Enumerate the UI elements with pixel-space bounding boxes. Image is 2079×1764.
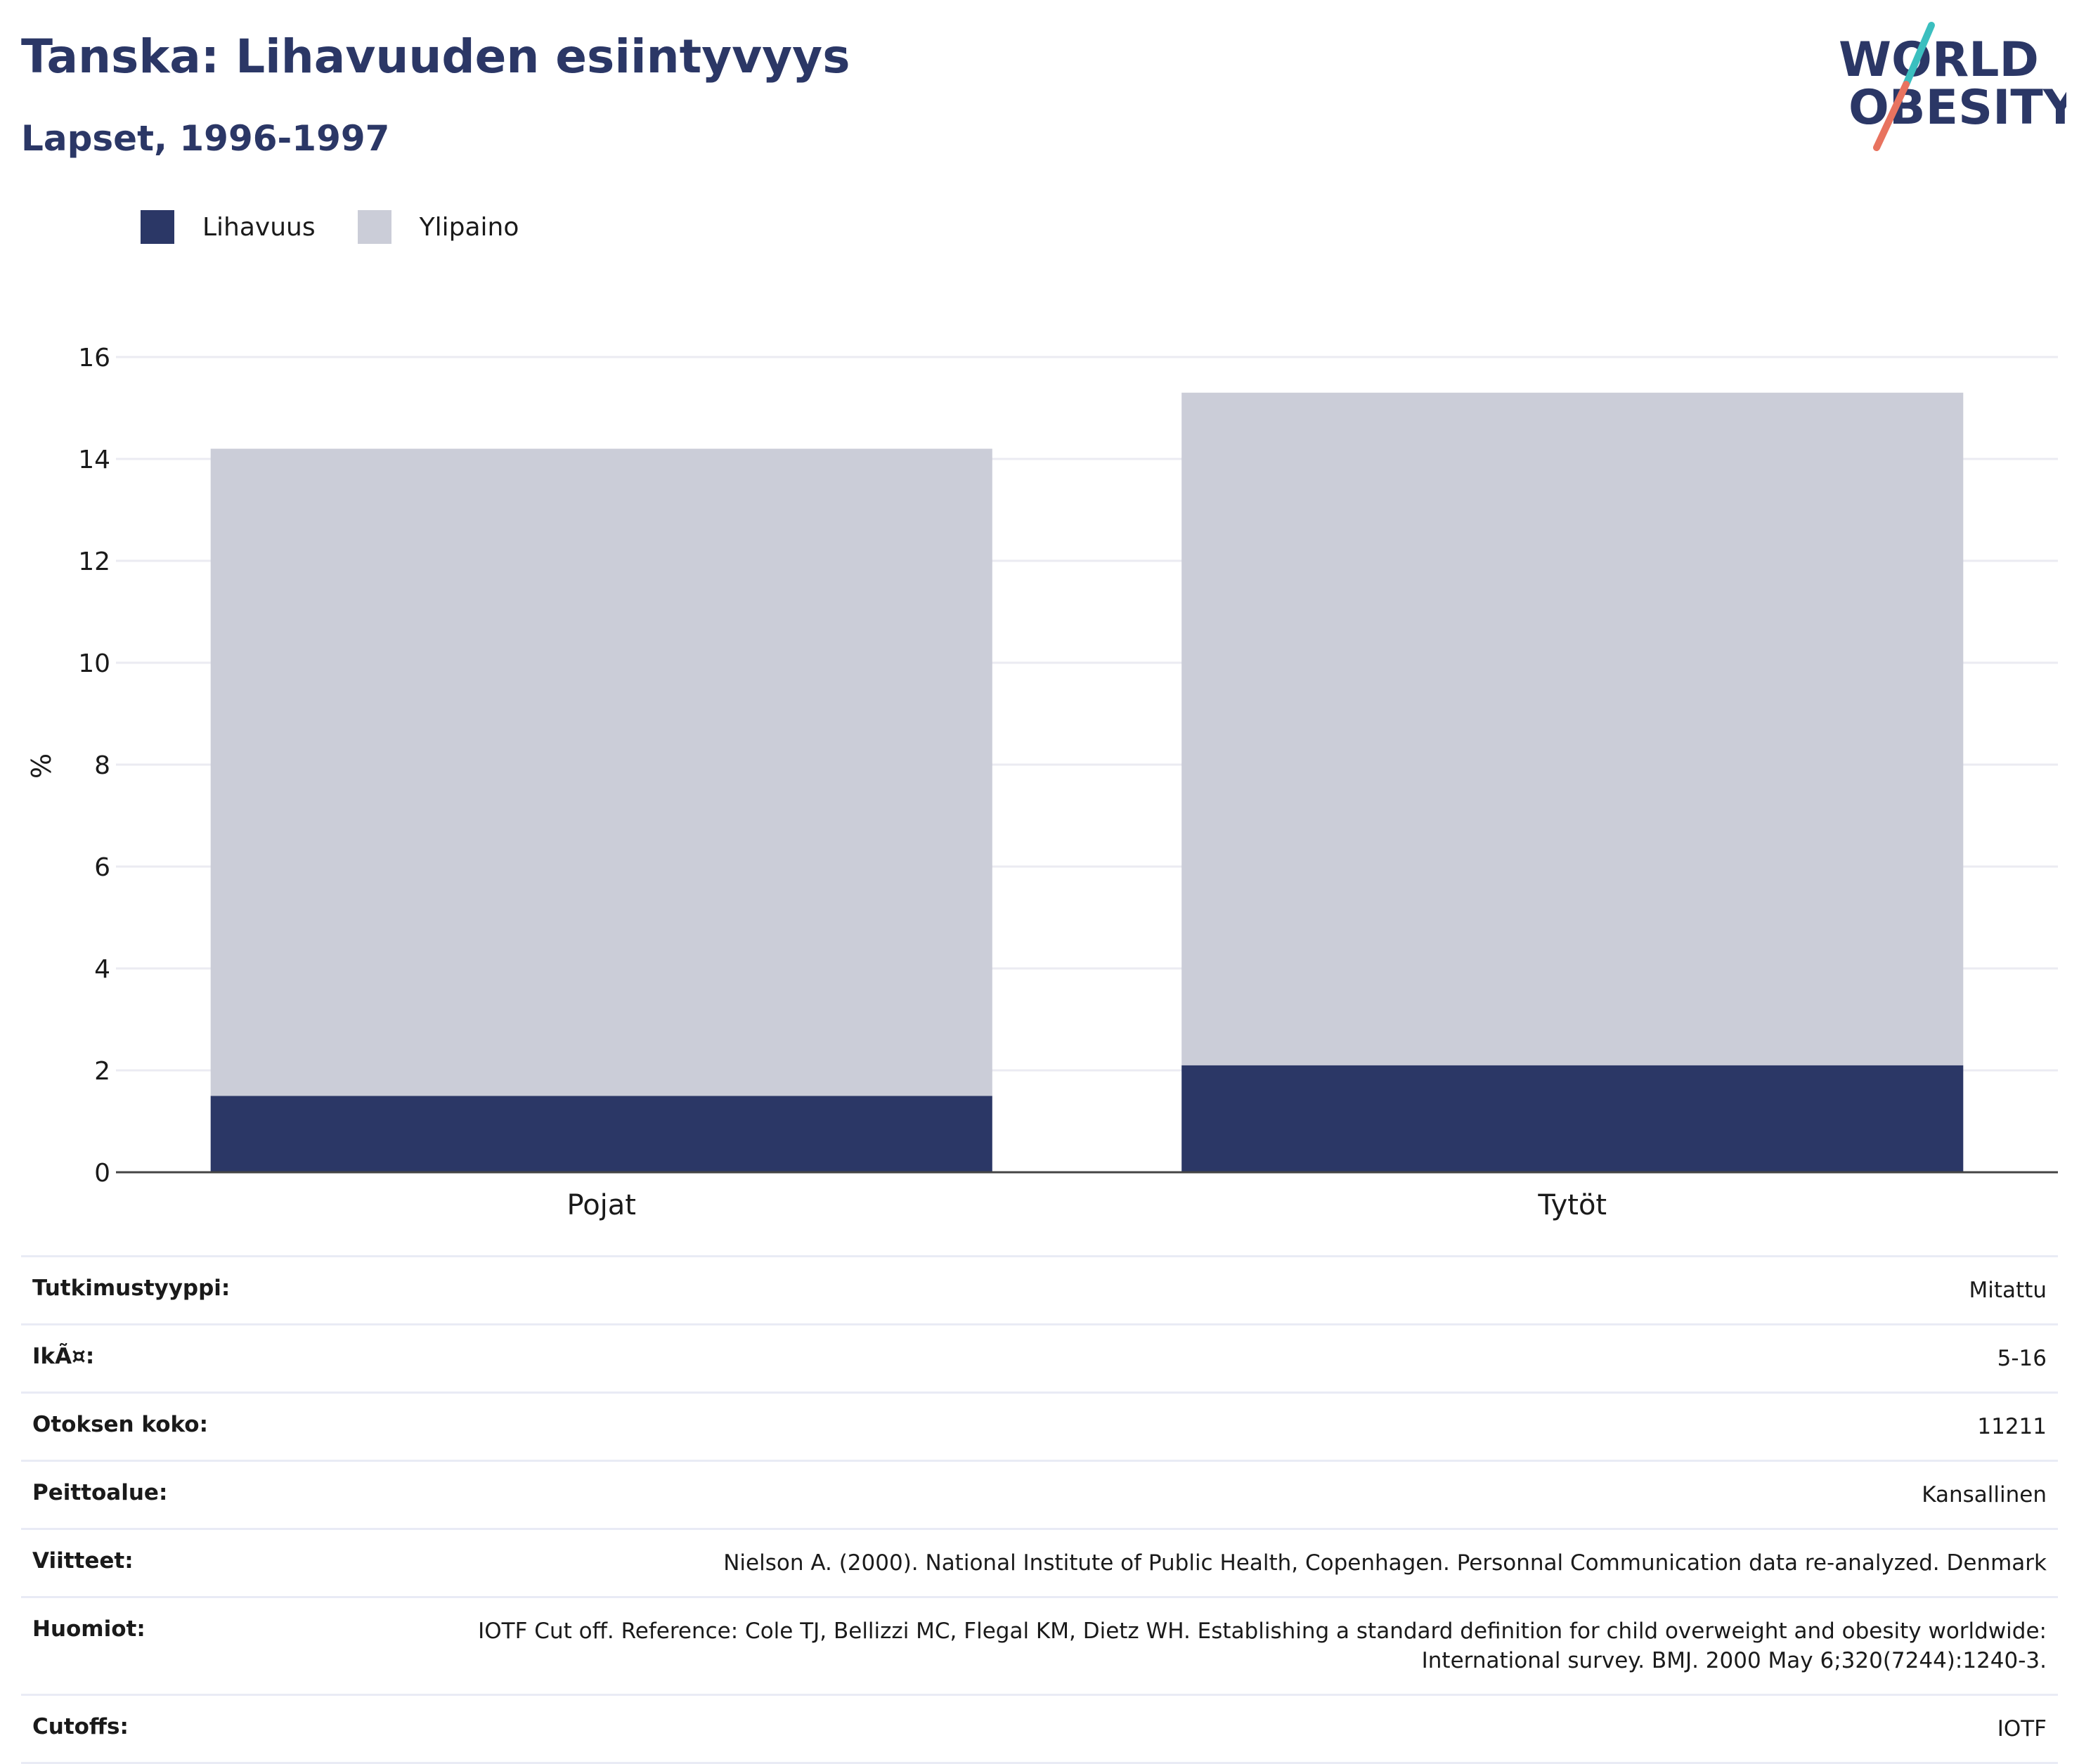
legend-label: Lihavuus (202, 212, 316, 242)
logo-line1: WORLD (1839, 32, 2039, 88)
y-tick-label: 10 (78, 649, 110, 678)
logo-line2: OBESITY (1848, 80, 2066, 136)
axes: 0 2 4 6 8 10 12 14 16 Pojat Tytöt (78, 344, 2058, 1221)
info-value: IOTF Cut off. Reference: Cole TJ, Belliz… (478, 1619, 2047, 1673)
y-tick-label: 6 (94, 853, 110, 882)
x-tick-label: Tytöt (1537, 1189, 1607, 1221)
study-info-table: Tutkimustyyppi: Mitattu IkÃ¤: 5-16 Otoks… (21, 1255, 2058, 1764)
world-obesity-logo: WORLD OBESITY (1839, 22, 2066, 151)
info-value: IOTF (1997, 1716, 2047, 1742)
legend-label: Ylipaino (419, 212, 519, 242)
y-tick-label: 14 (78, 446, 110, 474)
y-tick-label: 16 (78, 344, 110, 372)
y-tick-label: 0 (94, 1159, 110, 1188)
info-value: Nielson A. (2000). National Institute of… (723, 1550, 2047, 1576)
chart-subtitle: Lapset, 1996-1997 (21, 118, 390, 159)
info-value: 5-16 (1997, 1346, 2047, 1371)
info-row-references: Viitteet: Nielson A. (2000). National In… (21, 1528, 2058, 1596)
info-row-sample-size: Otoksen koko: 11211 (21, 1392, 2058, 1460)
info-label: IkÃ¤: (32, 1344, 95, 1369)
info-value: Mitattu (1969, 1278, 2047, 1303)
y-axis-label: % (26, 753, 57, 779)
info-label: Viitteet: (32, 1548, 134, 1574)
x-tick-label: Pojat (567, 1189, 636, 1221)
y-tick-label: 12 (78, 547, 110, 576)
info-value: Kansallinen (1922, 1482, 2047, 1507)
bar-segment (210, 448, 992, 1096)
legend: Lihavuus Ylipaino (141, 207, 561, 247)
y-tick-label: 2 (94, 1057, 110, 1086)
info-row-coverage: Peittoalue: Kansallinen (21, 1460, 2058, 1528)
info-label: Peittoalue: (32, 1480, 168, 1505)
chart-title: Tanska: Lihavuuden esiintyvyys (21, 30, 850, 84)
legend-item-lihavuus[interactable]: Lihavuus (141, 210, 316, 244)
stacked-bar-chart: 0 2 4 6 8 10 12 14 16 Pojat Tytöt % (26, 344, 2058, 1221)
info-value: 11211 (1977, 1414, 2047, 1439)
info-label: Cutoffs: (32, 1714, 129, 1739)
info-row-age: IkÃ¤: 5-16 (21, 1323, 2058, 1392)
info-label: Tutkimustyyppi: (32, 1276, 231, 1301)
legend-swatch (357, 210, 391, 244)
info-label: Otoksen koko: (32, 1412, 208, 1437)
info-row-cutoffs: Cutoffs: IOTF (21, 1694, 2058, 1764)
info-row-notes: Huomiot: IOTF Cut off. Reference: Cole T… (21, 1596, 2058, 1694)
y-tick-label: 8 (94, 751, 110, 780)
bar-segment (1181, 1065, 1964, 1172)
bar-segment (210, 1096, 992, 1172)
bars (210, 392, 1964, 1172)
legend-swatch (141, 210, 174, 244)
bar-segment (1181, 392, 1964, 1065)
y-tick-label: 4 (94, 955, 110, 984)
info-row-study-type: Tutkimustyyppi: Mitattu (21, 1255, 2058, 1323)
legend-item-ylipaino[interactable]: Ylipaino (357, 210, 519, 244)
info-label: Huomiot: (32, 1616, 145, 1642)
